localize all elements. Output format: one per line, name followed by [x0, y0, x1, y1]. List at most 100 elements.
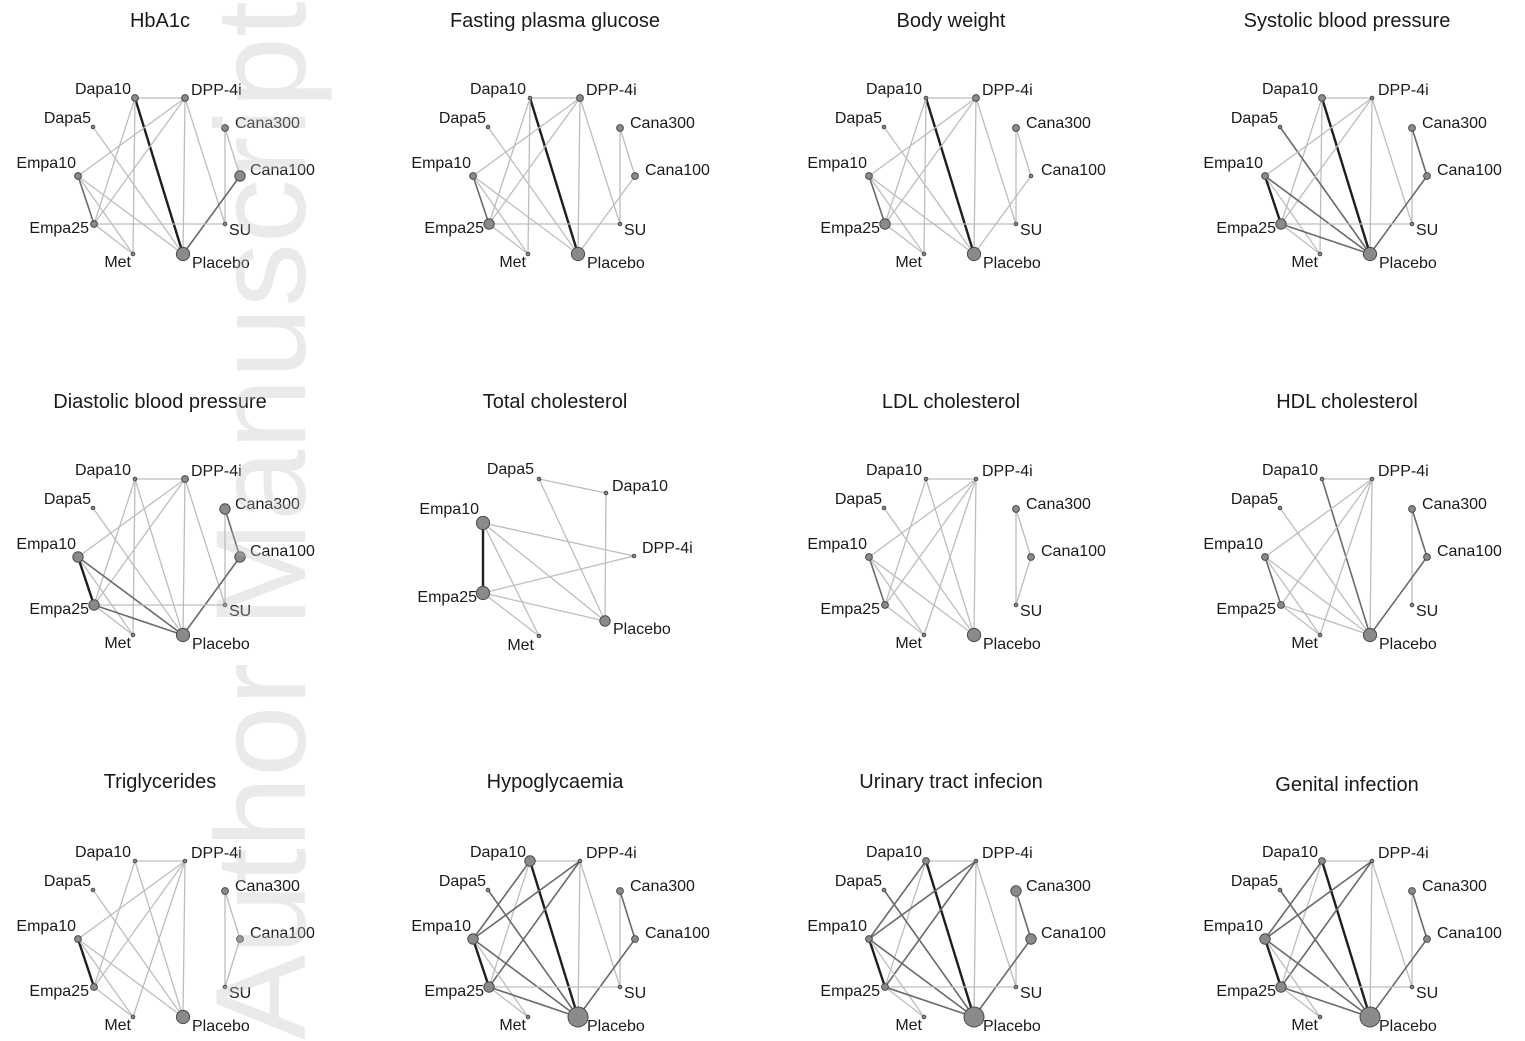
- edge-DPP-4i-Placebo: [973, 478, 977, 636]
- node-label-Cana300: Cana300: [235, 496, 300, 513]
- node-Met: [921, 251, 927, 257]
- node-label-Dapa5: Dapa5: [1231, 873, 1278, 890]
- node-Placebo: [175, 246, 191, 262]
- edge-DPP-4i-Empa10: [1264, 478, 1373, 558]
- edge-Empa10-Empa25: [77, 175, 95, 225]
- node-Cana100: [234, 551, 246, 563]
- node-Placebo: [175, 627, 191, 643]
- node-Cana100: [1028, 173, 1034, 179]
- edge-group: [471, 859, 636, 1019]
- edge-Empa25-Met: [488, 223, 529, 255]
- edge-Empa10-Empa25: [471, 937, 491, 989]
- edge-Empa10-Met: [1264, 556, 1321, 636]
- node-Empa25: [881, 983, 889, 991]
- network-panel: Triglycerides Dapa10 DPP-4i Dapa5 Cana300 Emp…: [16, 771, 315, 1035]
- edge-DPP-4i-Empa25: [1280, 97, 1373, 225]
- edge-Empa25-Met: [1280, 223, 1321, 255]
- node-Cana100: [1027, 553, 1035, 561]
- edge-Cana300-Cana100: [224, 127, 241, 177]
- node-DPP-4i: [1369, 95, 1375, 101]
- node-label-Empa25: Empa25: [1216, 220, 1276, 237]
- node-Empa25: [90, 220, 98, 228]
- edge-Dapa5-Placebo: [883, 507, 975, 636]
- edge-DPP-4i-SU: [1371, 860, 1413, 988]
- edge-Empa10-Placebo: [868, 938, 975, 1018]
- node-Placebo: [175, 1009, 191, 1025]
- node-Dapa5: [881, 124, 887, 130]
- edge-Empa10-Met: [472, 175, 529, 255]
- node-label-Cana300: Cana300: [1026, 115, 1091, 132]
- edge-Cana300-Cana100: [1411, 127, 1428, 177]
- node-Dapa5: [90, 505, 96, 511]
- node-Dapa10: [1318, 94, 1326, 102]
- node-Empa10: [467, 933, 479, 945]
- node-label-Empa25: Empa25: [1216, 983, 1276, 1000]
- edge-Cana300-Cana100: [1015, 127, 1032, 177]
- node-label-Dapa10: Dapa10: [75, 81, 131, 98]
- node-label-Cana100: Cana100: [1437, 543, 1502, 560]
- node-label-Cana100: Cana100: [645, 925, 710, 942]
- node-label-SU: SU: [1416, 985, 1438, 1002]
- node-Met: [130, 251, 136, 257]
- node-label-Cana100: Cana100: [250, 543, 315, 560]
- node-DPP-4i: [1369, 858, 1375, 864]
- node-Dapa10: [131, 94, 139, 102]
- panel-title: Diastolic blood pressure: [53, 391, 266, 413]
- node-label-Dapa5: Dapa5: [1231, 491, 1278, 508]
- node-Empa10: [1259, 933, 1271, 945]
- node-DPP-4i: [1369, 476, 1375, 482]
- node-Cana100: [1025, 933, 1037, 945]
- node-Empa25: [1277, 601, 1285, 609]
- node-Dapa5: [1277, 505, 1283, 511]
- edge-group: [1263, 859, 1428, 1019]
- edge-Empa10-Met: [868, 938, 925, 1018]
- node-Empa10: [865, 935, 873, 943]
- node-label-DPP-4i: DPP-4i: [1378, 845, 1429, 862]
- node-label-Met: Met: [104, 635, 131, 652]
- edge-Dapa10-Empa10: [868, 860, 927, 940]
- node-label-Empa25: Empa25: [820, 983, 880, 1000]
- edge-group: [76, 478, 241, 636]
- edge-DPP-4i-Placebo: [1369, 860, 1373, 1018]
- node-label-Empa25: Empa25: [424, 983, 484, 1000]
- edge-Empa25-Met: [884, 223, 925, 255]
- node-label-DPP-4i: DPP-4i: [1378, 463, 1429, 480]
- node-label-Empa10: Empa10: [807, 155, 867, 172]
- node-label-Empa10: Empa10: [1203, 155, 1263, 172]
- network-panel: Fasting plasma glucose Dapa10 DPP-4i Dapa5 C…: [411, 10, 710, 272]
- node-label-SU: SU: [1416, 603, 1438, 620]
- node-Dapa10: [1318, 857, 1326, 865]
- node-Met: [1317, 251, 1323, 257]
- node-label-Dapa5: Dapa5: [439, 873, 486, 890]
- node-label-SU: SU: [1416, 222, 1438, 239]
- network-panel: Systolic blood pressure Dapa10 DPP-4i Dapa5…: [1203, 10, 1502, 272]
- node-Met: [536, 633, 542, 639]
- edge-Cana100-Placebo: [1369, 175, 1428, 255]
- node-label-Empa25: Empa25: [820, 220, 880, 237]
- edge-Dapa10-Empa25: [884, 860, 927, 988]
- edge-Dapa5-Placebo: [538, 478, 606, 622]
- edge-Cana300-Cana100: [224, 890, 241, 940]
- node-label-SU: SU: [1020, 222, 1042, 239]
- node-Empa25: [483, 981, 495, 993]
- node-label-Empa25: Empa25: [424, 220, 484, 237]
- edge-Empa25-Met: [482, 592, 540, 637]
- node-label-Cana300: Cana300: [630, 878, 695, 895]
- edge-Dapa10-Met: [132, 97, 136, 255]
- node-label-DPP-4i: DPP-4i: [586, 845, 637, 862]
- node-Met: [130, 1014, 136, 1020]
- edge-Empa10-Placebo: [472, 175, 579, 255]
- node-label-DPP-4i: DPP-4i: [191, 463, 242, 480]
- node-label-Cana300: Cana300: [1422, 496, 1487, 513]
- node-Cana300: [221, 124, 229, 132]
- edge-Empa10-Placebo: [868, 175, 975, 255]
- edge-DPP-4i-Empa10: [472, 97, 581, 177]
- edge-Empa10-Empa25: [76, 937, 96, 989]
- edge-Empa25-Met: [884, 604, 925, 636]
- node-label-Cana100: Cana100: [1041, 162, 1106, 179]
- edge-Empa10-Met: [868, 556, 925, 636]
- node-Placebo: [1362, 246, 1378, 262]
- node-label-DPP-4i: DPP-4i: [982, 845, 1033, 862]
- node-label-Placebo: Placebo: [587, 255, 645, 272]
- edge-Cana100-SU: [224, 938, 241, 988]
